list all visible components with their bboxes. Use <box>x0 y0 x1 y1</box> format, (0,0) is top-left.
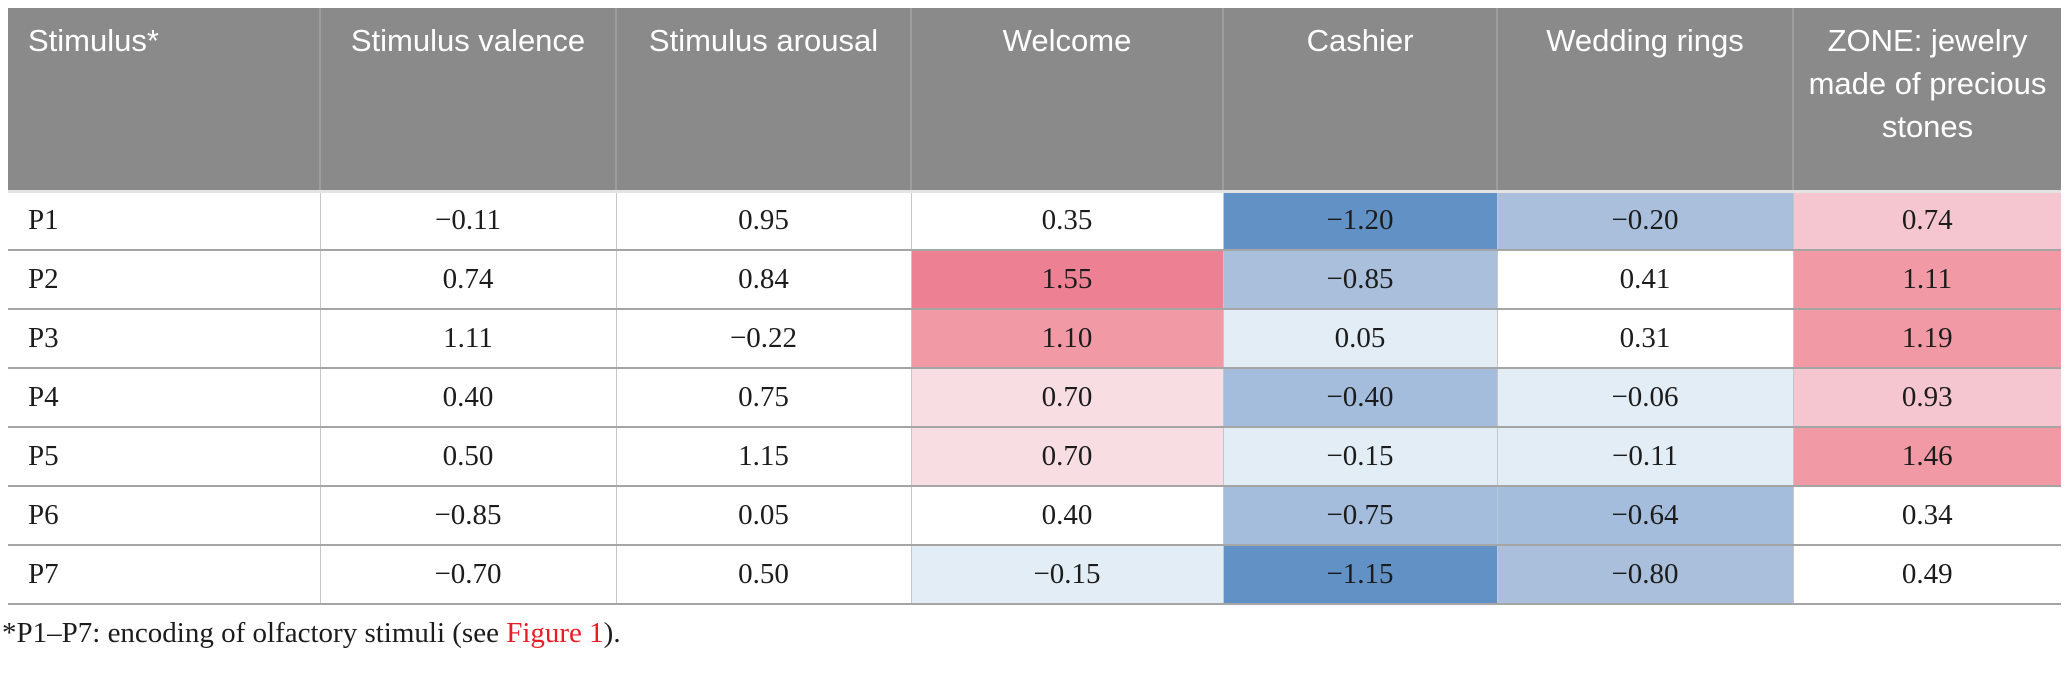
table-cell: −0.85 <box>319 486 617 546</box>
table-cell: 0.05 <box>1222 309 1498 369</box>
table-cell: −0.22 <box>615 309 912 369</box>
table-cell: 0.70 <box>910 427 1224 487</box>
table-cell: 0.34 <box>1792 486 2061 546</box>
table-cell: 0.74 <box>1792 191 2061 251</box>
table-cell: 0.05 <box>615 486 912 546</box>
table-row: P6 −0.85 0.05 0.40 −0.75 −0.64 0.34 <box>8 486 2061 546</box>
figure-1-link[interactable]: Figure 1 <box>506 617 604 649</box>
row-label: P4 <box>8 368 321 428</box>
row-label: P6 <box>8 486 321 546</box>
table-cell: 1.46 <box>1792 427 2061 487</box>
table-cell: −0.15 <box>1222 427 1498 487</box>
table-body: P1 −0.11 0.95 0.35 −1.20 −0.20 0.74 P2 0.74 0.84 1… <box>8 191 2061 605</box>
table-cell: −0.80 <box>1496 545 1794 605</box>
table-cell: 0.95 <box>615 191 912 251</box>
table-cell: −0.11 <box>319 191 617 251</box>
table-cell: −0.75 <box>1222 486 1498 546</box>
table-cell: 1.55 <box>910 250 1224 310</box>
table-row: P3 1.11 −0.22 1.10 0.05 0.31 1.19 <box>8 309 2061 369</box>
table-cell: −0.40 <box>1222 368 1498 428</box>
table-cell: 0.35 <box>910 191 1224 251</box>
table-row: P5 0.50 1.15 0.70 −0.15 −0.11 1.46 <box>8 427 2061 487</box>
table-cell: 0.50 <box>319 427 617 487</box>
table-footnote: *P1–P7: encoding of olfactory stimuli (s… <box>2 617 2067 650</box>
row-label: P5 <box>8 427 321 487</box>
footnote-suffix: ). <box>603 617 621 649</box>
table-cell: 0.84 <box>615 250 912 310</box>
table-cell: 1.10 <box>910 309 1224 369</box>
header-row: Stimulus* Stimulus valence Stimulus arousa… <box>8 8 2061 193</box>
table-cell: 0.50 <box>615 545 912 605</box>
column-header: Stimulus valence <box>320 8 617 193</box>
table-cell: 0.75 <box>615 368 912 428</box>
column-header: Welcome <box>911 8 1224 193</box>
table-cell: −0.15 <box>910 545 1224 605</box>
footnote-text: *P1–P7: encoding of olfactory stimuli (s… <box>2 617 507 649</box>
table-cell: 0.41 <box>1496 250 1794 310</box>
table-cell: −0.85 <box>1222 250 1498 310</box>
table-cell: 0.40 <box>910 486 1224 546</box>
row-label: P7 <box>8 545 321 605</box>
table-cell: 1.11 <box>1792 250 2061 310</box>
table-cell: 1.15 <box>615 427 912 487</box>
column-header: ZONE: jewelry made of precious stones <box>1793 8 2061 193</box>
column-header: Stimulus arousal <box>616 8 912 193</box>
table-cell: −0.06 <box>1496 368 1794 428</box>
column-header: Cashier <box>1223 8 1498 193</box>
table-row: P7 −0.70 0.50 −0.15 −1.15 −0.80 0.49 <box>8 545 2061 605</box>
table-cell: −0.70 <box>319 545 617 605</box>
table-cell: −1.15 <box>1222 545 1498 605</box>
table-cell: 0.40 <box>319 368 617 428</box>
row-label: P1 <box>8 191 321 251</box>
column-header: Stimulus* <box>8 8 321 193</box>
table-cell: −0.20 <box>1496 191 1794 251</box>
table-cell: 0.49 <box>1792 545 2061 605</box>
table-cell: 0.31 <box>1496 309 1794 369</box>
table-cell: 0.70 <box>910 368 1224 428</box>
table-row: P2 0.74 0.84 1.55 −0.85 0.41 1.11 <box>8 250 2061 310</box>
stimulus-zone-table: Stimulus* Stimulus valence Stimulus arousa… <box>8 8 2061 605</box>
table-cell: −0.64 <box>1496 486 1794 546</box>
row-label: P3 <box>8 309 321 369</box>
table-cell: 1.19 <box>1792 309 2061 369</box>
table-row: P1 −0.11 0.95 0.35 −1.20 −0.20 0.74 <box>8 191 2061 251</box>
column-header: Wedding rings <box>1497 8 1794 193</box>
table-row: P4 0.40 0.75 0.70 −0.40 −0.06 0.93 <box>8 368 2061 428</box>
row-label: P2 <box>8 250 321 310</box>
table-cell: 0.74 <box>319 250 617 310</box>
table-cell: 0.93 <box>1792 368 2061 428</box>
table-cell: −0.11 <box>1496 427 1794 487</box>
table-cell: 1.11 <box>319 309 617 369</box>
table-cell: −1.20 <box>1222 191 1498 251</box>
